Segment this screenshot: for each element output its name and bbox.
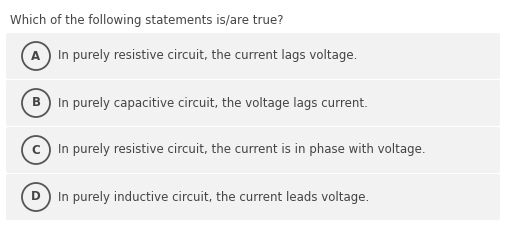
Text: In purely resistive circuit, the current is in phase with voltage.: In purely resistive circuit, the current… — [58, 143, 425, 156]
FancyBboxPatch shape — [6, 33, 499, 79]
Text: In purely capacitive circuit, the voltage lags current.: In purely capacitive circuit, the voltag… — [58, 97, 367, 110]
Circle shape — [22, 89, 50, 117]
Circle shape — [22, 183, 50, 211]
Text: C: C — [31, 143, 40, 156]
Text: In purely inductive circuit, the current leads voltage.: In purely inductive circuit, the current… — [58, 191, 369, 204]
Text: D: D — [31, 191, 41, 204]
Circle shape — [22, 136, 50, 164]
Text: Which of the following statements is/are true?: Which of the following statements is/are… — [10, 14, 283, 27]
Text: B: B — [31, 97, 40, 110]
FancyBboxPatch shape — [6, 80, 499, 126]
Circle shape — [22, 42, 50, 70]
FancyBboxPatch shape — [6, 127, 499, 173]
FancyBboxPatch shape — [6, 174, 499, 220]
Text: A: A — [31, 49, 40, 62]
Text: In purely resistive circuit, the current lags voltage.: In purely resistive circuit, the current… — [58, 49, 357, 62]
